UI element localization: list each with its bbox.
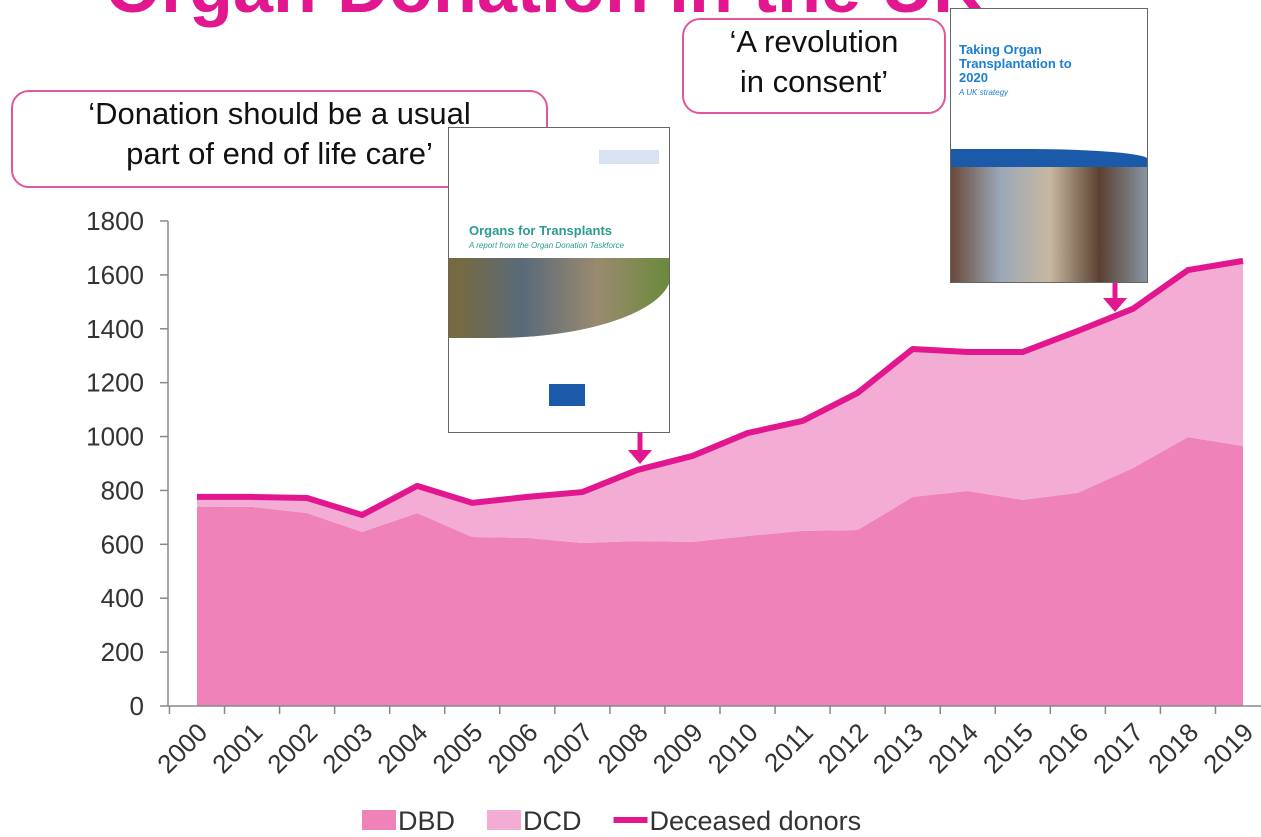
x-tick-label: 2013 bbox=[867, 717, 929, 779]
y-tick-label: 1000 bbox=[86, 422, 144, 452]
y-tick-label: 0 bbox=[130, 691, 144, 721]
logo bbox=[599, 150, 659, 164]
callout: ‘A revolution in consent’ bbox=[682, 18, 946, 114]
x-tick-label: 2005 bbox=[426, 717, 488, 779]
legend-swatch bbox=[487, 810, 522, 830]
plot: 0200400600800100012001400160018002000200… bbox=[86, 206, 1261, 836]
arrow-head bbox=[628, 450, 652, 464]
doc-subtitle: A report from the Organ Donation Taskfor… bbox=[469, 241, 625, 250]
x-tick-label: 2009 bbox=[647, 717, 709, 779]
y-tick-label: 600 bbox=[101, 529, 144, 559]
x-tick-label: 2011 bbox=[758, 717, 819, 778]
y-tick-label: 1200 bbox=[86, 368, 144, 398]
doc-photo bbox=[951, 167, 1147, 282]
callout-line: ‘Donation should be a usual bbox=[88, 96, 471, 131]
doc-title: Taking Organ Transplantation to 2020 bbox=[959, 42, 1072, 85]
x-tick-label: 2019 bbox=[1197, 717, 1259, 779]
arrow-head bbox=[1103, 298, 1127, 312]
x-tick-label: 2012 bbox=[812, 717, 874, 779]
callout-line: part of end of life care’ bbox=[126, 136, 433, 171]
legend-swatch bbox=[362, 810, 396, 830]
y-tick-label: 200 bbox=[101, 637, 144, 667]
area bbox=[197, 260, 1243, 543]
doc-title: Organs for Transplants bbox=[469, 223, 613, 238]
x-tick-label: 2001 bbox=[206, 717, 268, 779]
x-tick-label: 2008 bbox=[592, 717, 654, 779]
x-tick-label: 2018 bbox=[1142, 717, 1204, 779]
x-tick-label: 2015 bbox=[977, 717, 1039, 779]
doc-subtitle: A UK strategy bbox=[959, 88, 1009, 97]
x-tick-label: 2007 bbox=[536, 717, 598, 779]
legend-label: DCD bbox=[523, 806, 582, 836]
x-tick-label: 2017 bbox=[1087, 717, 1149, 779]
document-cover: Taking Organ Transplantation to 2020 A U… bbox=[950, 8, 1148, 283]
doc-logo bbox=[549, 384, 585, 406]
doc-photo bbox=[449, 258, 669, 338]
x-tick-label: 2002 bbox=[261, 717, 323, 779]
x-tick-label: 2010 bbox=[702, 717, 764, 779]
area bbox=[197, 437, 1243, 706]
doc-text: Organs for Transplants A report from the… bbox=[469, 223, 625, 251]
doc-text: Taking Organ Transplantation to 2020 A U… bbox=[959, 42, 1089, 98]
x-tick-label: 2000 bbox=[151, 717, 213, 779]
line bbox=[197, 257, 1244, 518]
x-tick-label: 2003 bbox=[316, 717, 378, 779]
x-tick-label: 2016 bbox=[1032, 717, 1094, 779]
legend-label: DBD bbox=[398, 806, 455, 836]
callout-line: in consent’ bbox=[739, 64, 889, 99]
x-tick-label: 2004 bbox=[371, 717, 433, 779]
y-tick-label: 1400 bbox=[86, 314, 144, 344]
callout-line: ‘A revolution bbox=[729, 24, 899, 59]
document-cover: Organs for Transplants A report from the… bbox=[448, 127, 670, 433]
y-tick-label: 1800 bbox=[86, 206, 144, 236]
y-tick-label: 400 bbox=[101, 583, 144, 613]
legend-label: Deceased donors bbox=[650, 806, 862, 836]
x-tick-label: 2006 bbox=[481, 717, 543, 779]
x-tick-label: 2014 bbox=[922, 717, 984, 779]
doc-band bbox=[951, 149, 1147, 167]
y-tick-label: 800 bbox=[101, 475, 144, 505]
y-tick-label: 1600 bbox=[86, 260, 144, 290]
